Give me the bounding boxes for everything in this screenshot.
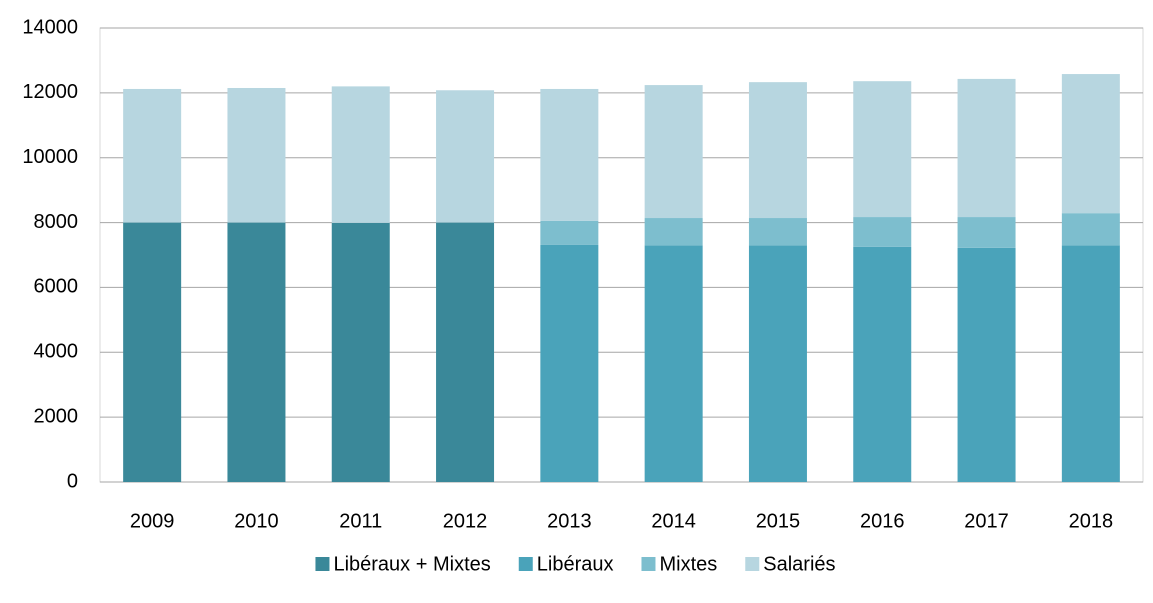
y-tick-label: 10000 xyxy=(22,146,78,168)
bar-segment xyxy=(644,218,703,246)
bar-segment xyxy=(644,85,703,219)
x-tick-label: 2014 xyxy=(651,510,696,532)
bar-segment xyxy=(331,86,390,223)
bar-segment xyxy=(1061,74,1120,214)
bar-segment xyxy=(644,245,703,482)
y-tick-label: 2000 xyxy=(34,405,79,427)
x-tick-label: 2009 xyxy=(130,510,175,532)
x-tick-label: 2015 xyxy=(756,510,801,532)
bar-segment xyxy=(957,78,1016,218)
x-tick-label: 2011 xyxy=(339,510,382,532)
y-tick-label: 0 xyxy=(67,470,78,492)
legend-swatch xyxy=(641,557,656,571)
bar-segment xyxy=(436,90,495,223)
y-tick-label: 14000 xyxy=(22,16,78,38)
legend-swatch xyxy=(518,557,533,571)
bar-segment xyxy=(540,244,599,482)
y-tick-label: 6000 xyxy=(34,276,79,298)
x-tick-label: 2013 xyxy=(547,510,592,532)
bar-segment xyxy=(853,81,912,218)
legend-label: Libéraux + Mixtes xyxy=(333,553,490,575)
x-tick-label: 2017 xyxy=(964,510,1009,532)
bar-segment xyxy=(853,246,912,482)
x-tick-label: 2018 xyxy=(1069,510,1114,532)
bar-segment xyxy=(853,217,912,247)
x-tick-label: 2016 xyxy=(860,510,905,532)
bar-segment xyxy=(957,217,1016,248)
bar-segment xyxy=(540,220,599,245)
x-tick-label: 2012 xyxy=(443,510,488,532)
legend-label: Libéraux xyxy=(537,553,614,575)
bar-segment xyxy=(748,245,807,482)
bar-segment xyxy=(1061,245,1120,482)
bar-segment xyxy=(748,218,807,246)
y-tick-label: 8000 xyxy=(34,211,79,233)
bar-segment xyxy=(227,222,286,483)
x-tick-label: 2010 xyxy=(234,510,279,532)
legend-label: Salariés xyxy=(763,553,835,575)
bar-segment xyxy=(1061,213,1120,246)
y-tick-label: 12000 xyxy=(22,81,78,103)
y-tick-label: 4000 xyxy=(34,341,79,363)
legend-swatch xyxy=(315,557,330,571)
bar-segment xyxy=(748,82,807,219)
legend-label: Mixtes xyxy=(659,553,717,575)
bar-segment xyxy=(123,222,182,483)
bar-segment xyxy=(227,87,286,223)
bar-segment xyxy=(331,222,390,482)
bar-segment xyxy=(436,222,495,483)
bar-segment xyxy=(540,88,599,221)
legend-swatch xyxy=(745,557,760,571)
bar-segment xyxy=(123,88,182,223)
bar-segment xyxy=(957,247,1016,482)
